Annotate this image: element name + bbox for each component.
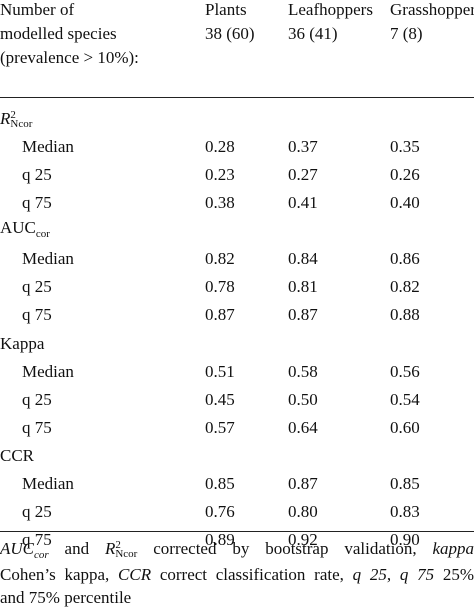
fn-text: R [104,538,116,558]
fn-text: correct classification rate, [159,565,344,584]
cell-value: 0.80 [288,501,318,521]
stub-header: Number of [0,0,75,19]
stub-header: modelled species [0,24,117,43]
sup-sub: 2 Ncor [10,109,33,131]
stub-header: (prevalence > 10%): [0,48,139,67]
row-label: Median [22,249,74,269]
section-title: R 2 Ncor [0,108,33,131]
column-count: 7 (8) [390,24,423,43]
row-label: q 25 [22,501,52,521]
footnote-line: AUCcor and R 2 Ncor corrected by bootstrap… [0,539,474,565]
fn-text: Cohen’s kappa, [0,565,110,584]
row-label: Median [22,473,74,493]
fn-text: 25% [442,565,474,584]
cell-value: 0.26 [390,165,420,185]
cell-value: 0.89 [205,530,235,550]
section-base: R [0,108,11,128]
cell-value: 0.58 [288,361,318,381]
cell-value: 0.41 [288,193,318,213]
fn-sub: Ncor [115,547,138,560]
row-label: q 75 [22,305,52,325]
cell-value: 0.76 [205,501,235,521]
cell-value: 0.82 [390,277,420,297]
cell-value: 0.87 [288,305,318,325]
row-label: q 75 [22,530,52,550]
top-rule [0,97,474,98]
cell-value: 0.92 [288,530,318,550]
cell-value: 0.28 [205,137,235,157]
column-name: Leafhoppers [288,0,373,19]
row-label: q 25 [22,389,52,409]
fn-text: and [64,538,90,558]
section-base: CCR [0,445,35,465]
cell-value: 0.35 [390,137,420,157]
fn-term: kappa [432,538,474,558]
cell-value: 0.54 [390,389,420,409]
cell-value: 0.83 [390,501,420,521]
fn-text: and 75% percentile [0,588,132,607]
cell-value: 0.85 [205,473,235,493]
cell-value: 0.85 [390,473,420,493]
row-label: q 75 [22,417,52,437]
cell-value: 0.27 [288,165,318,185]
cell-value: 0.60 [390,417,420,437]
fn-sup: 2 [115,538,121,551]
cell-value: 0.78 [205,277,235,297]
cell-value: 0.86 [390,249,420,269]
column-count: 36 (41) [288,24,338,43]
bottom-rule [0,531,474,532]
fn-sub: cor [34,549,49,562]
section-title: AUCcor [0,218,50,244]
section-sub: Ncor [10,118,33,131]
cell-value: 0.51 [205,361,235,381]
row-label: Median [22,137,74,157]
cell-value: 0.38 [205,193,235,213]
cell-value: 0.84 [288,249,318,269]
column-name: Plants [205,0,247,19]
row-label: q 25 [22,165,52,185]
fn-text: AUC [0,538,34,558]
cell-value: 0.87 [288,473,318,493]
cell-value: 0.23 [205,165,235,185]
fn-term: R 2 Ncor [104,538,138,560]
cell-value: 0.81 [288,277,318,297]
column-count: 38 (60) [205,24,255,43]
cell-value: 0.56 [390,361,420,381]
footnote-line: and 75% percentile [0,588,474,608]
cell-value: 0.82 [205,249,235,269]
cell-value: 0.37 [288,137,318,157]
section-sub: cor [35,228,50,241]
fn-text: , [386,565,392,584]
section-base: AUC [0,218,36,238]
fn-term: AUCcor [0,538,49,562]
row-label: q 75 [22,193,52,213]
cell-value: 0.40 [390,193,420,213]
section-sup: 2 [10,109,16,122]
cell-value: 0.87 [205,305,235,325]
section-title: Kappa [0,334,44,354]
section-title: CCR [0,446,34,466]
row-label: Median [22,361,74,381]
row-label: q 25 [22,277,52,297]
cell-value: 0.57 [205,417,235,437]
fn-term: q 75 [399,565,435,584]
fn-text: corrected by bootstrap validation, [153,538,417,558]
fn-term: q 25 [352,565,387,584]
fn-term: CCR [118,565,152,584]
cell-value: 0.64 [288,417,318,437]
cell-value: 0.45 [205,389,235,409]
column-name: Grasshoppers [390,0,474,19]
cell-value: 0.88 [390,305,420,325]
footnote-line: Cohen’s kappa, CCR correct classificatio… [0,565,474,585]
section-base: Kappa [0,333,45,353]
cell-value: 0.90 [390,530,420,550]
cell-value: 0.50 [288,389,318,409]
